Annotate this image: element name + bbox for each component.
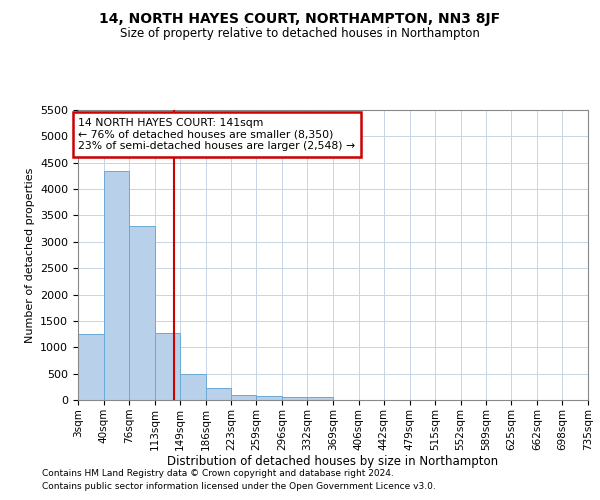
Text: Contains HM Land Registry data © Crown copyright and database right 2024.: Contains HM Land Registry data © Crown c… [42, 468, 394, 477]
Text: Size of property relative to detached houses in Northampton: Size of property relative to detached ho… [120, 28, 480, 40]
Y-axis label: Number of detached properties: Number of detached properties [25, 168, 35, 342]
Bar [205, 388, 231, 400]
Bar [256, 396, 282, 400]
Bar [282, 397, 307, 400]
Bar [231, 394, 256, 400]
Text: 14, NORTH HAYES COURT, NORTHAMPTON, NN3 8JF: 14, NORTH HAYES COURT, NORTHAMPTON, NN3 … [100, 12, 500, 26]
Bar [180, 374, 205, 400]
Text: 14 NORTH HAYES COURT: 141sqm
← 76% of detached houses are smaller (8,350)
23% of: 14 NORTH HAYES COURT: 141sqm ← 76% of de… [78, 118, 355, 151]
Text: Contains public sector information licensed under the Open Government Licence v3: Contains public sector information licen… [42, 482, 436, 491]
Bar [129, 226, 155, 400]
Bar [104, 170, 129, 400]
Bar [155, 333, 180, 400]
X-axis label: Distribution of detached houses by size in Northampton: Distribution of detached houses by size … [167, 456, 499, 468]
Bar [78, 334, 104, 400]
Bar [307, 397, 333, 400]
